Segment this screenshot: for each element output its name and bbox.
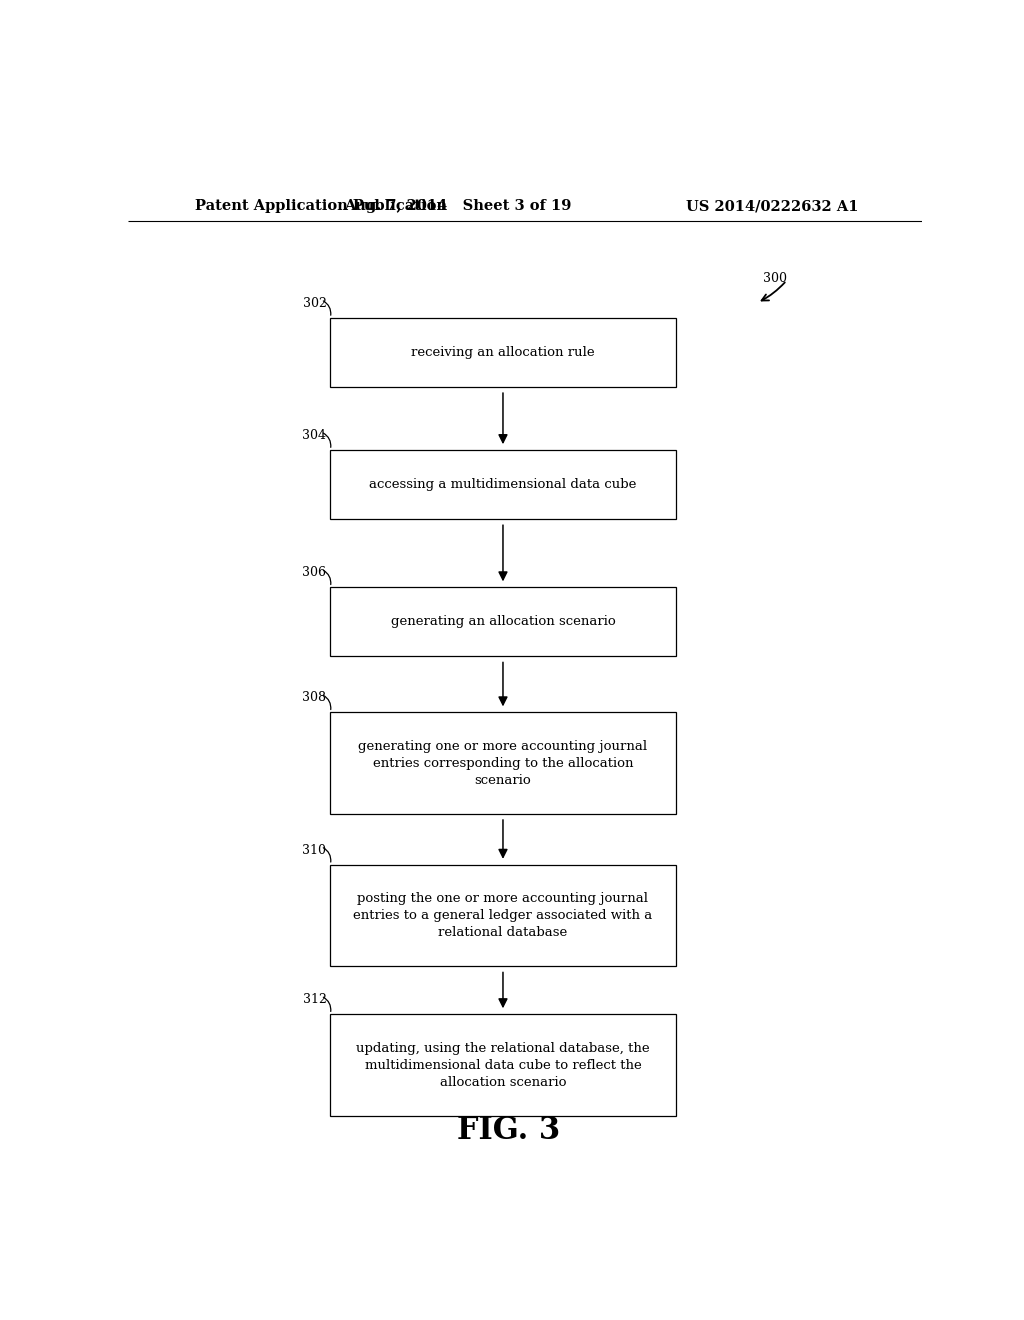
FancyBboxPatch shape [331, 587, 676, 656]
Text: FIG. 3: FIG. 3 [458, 1115, 560, 1146]
FancyBboxPatch shape [331, 865, 676, 966]
Text: 308: 308 [302, 692, 327, 704]
Text: 304: 304 [302, 429, 327, 442]
Text: posting the one or more accounting journal
entries to a general ledger associate: posting the one or more accounting journ… [353, 892, 652, 939]
Text: receiving an allocation rule: receiving an allocation rule [412, 346, 595, 359]
FancyBboxPatch shape [331, 1014, 676, 1115]
Text: updating, using the relational database, the
multidimensional data cube to refle: updating, using the relational database,… [356, 1041, 650, 1089]
Text: Aug. 7, 2014   Sheet 3 of 19: Aug. 7, 2014 Sheet 3 of 19 [344, 199, 571, 213]
Text: Patent Application Publication: Patent Application Publication [196, 199, 447, 213]
Text: 310: 310 [302, 843, 327, 857]
Text: generating an allocation scenario: generating an allocation scenario [390, 615, 615, 628]
FancyBboxPatch shape [331, 318, 676, 387]
Text: 306: 306 [302, 566, 327, 579]
Text: 302: 302 [302, 297, 327, 310]
FancyBboxPatch shape [331, 450, 676, 519]
Text: 312: 312 [302, 993, 327, 1006]
Text: 300: 300 [763, 272, 786, 285]
Text: accessing a multidimensional data cube: accessing a multidimensional data cube [370, 478, 637, 491]
FancyBboxPatch shape [331, 713, 676, 814]
Text: generating one or more accounting journal
entries corresponding to the allocatio: generating one or more accounting journa… [358, 739, 647, 787]
Text: US 2014/0222632 A1: US 2014/0222632 A1 [686, 199, 858, 213]
